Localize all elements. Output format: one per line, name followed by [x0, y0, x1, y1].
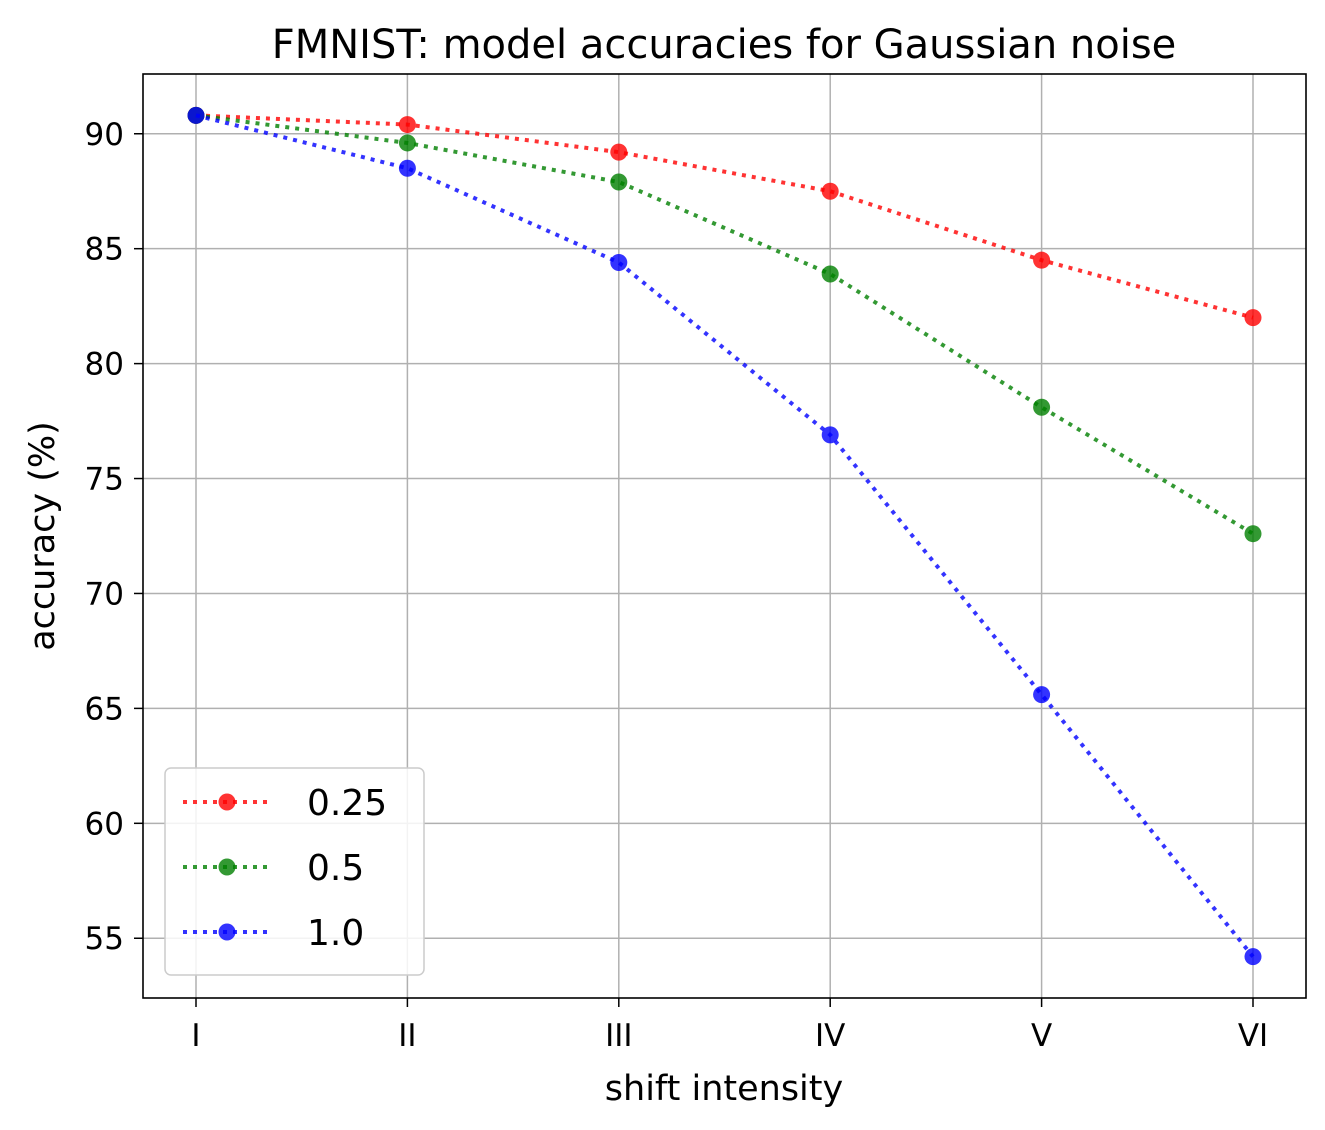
data-point — [821, 265, 839, 283]
y-axis-label: accuracy (%) — [23, 421, 63, 651]
plot-frame — [142, 73, 1307, 999]
data-point — [1244, 525, 1262, 543]
data-point — [398, 116, 416, 134]
legend-label: 0.5 — [307, 848, 364, 889]
data-point — [1033, 251, 1051, 269]
data-point — [1033, 398, 1051, 416]
data-point — [610, 173, 628, 191]
data-point — [610, 253, 628, 271]
data-point — [1244, 309, 1262, 327]
legend-label: 1.0 — [307, 913, 364, 954]
y-tick-label: 65 — [85, 691, 124, 727]
series-line — [195, 113, 1254, 320]
series-layer — [187, 106, 1262, 966]
x-tick-label: IV — [815, 1018, 845, 1054]
series-0.25 — [187, 106, 1262, 327]
x-tick-label: II — [398, 1018, 416, 1054]
data-point — [398, 134, 416, 152]
data-point — [187, 106, 205, 124]
legend-marker — [218, 858, 236, 876]
data-point — [398, 159, 416, 177]
legend-label: 0.25 — [307, 783, 387, 824]
legend-marker — [218, 923, 236, 941]
series-line — [195, 113, 1255, 958]
x-tick-label: VI — [1238, 1018, 1268, 1054]
y-tick-label: 60 — [85, 806, 124, 842]
data-point — [1244, 948, 1262, 966]
x-axis-label: shift intensity — [605, 1069, 843, 1109]
data-point — [1033, 686, 1051, 704]
y-tick-label: 75 — [85, 462, 124, 498]
x-tick-label: III — [605, 1018, 632, 1054]
legend: 0.25 0.5 1.0 — [164, 767, 425, 976]
data-point — [610, 143, 628, 161]
data-point — [821, 182, 839, 200]
series-1.0 — [187, 106, 1262, 966]
y-tick-label: 80 — [85, 347, 124, 383]
legend-item: 0.25 — [183, 783, 387, 824]
x-tick-label: I — [191, 1018, 200, 1054]
y-tick-label: 70 — [85, 576, 124, 612]
legend-box — [164, 767, 425, 976]
y-tick-label: 90 — [85, 117, 124, 153]
series-line — [195, 113, 1255, 536]
y-tick-label: 85 — [85, 232, 124, 268]
x-tick-label: V — [1031, 1018, 1052, 1054]
legend-marker — [218, 793, 236, 811]
legend-item: 0.5 — [183, 848, 364, 889]
y-tick-label: 55 — [85, 921, 124, 957]
legend-item: 1.0 — [183, 913, 364, 954]
chart-title: FMNIST: model accuracies for Gaussian no… — [272, 22, 1177, 68]
data-point — [821, 426, 839, 444]
